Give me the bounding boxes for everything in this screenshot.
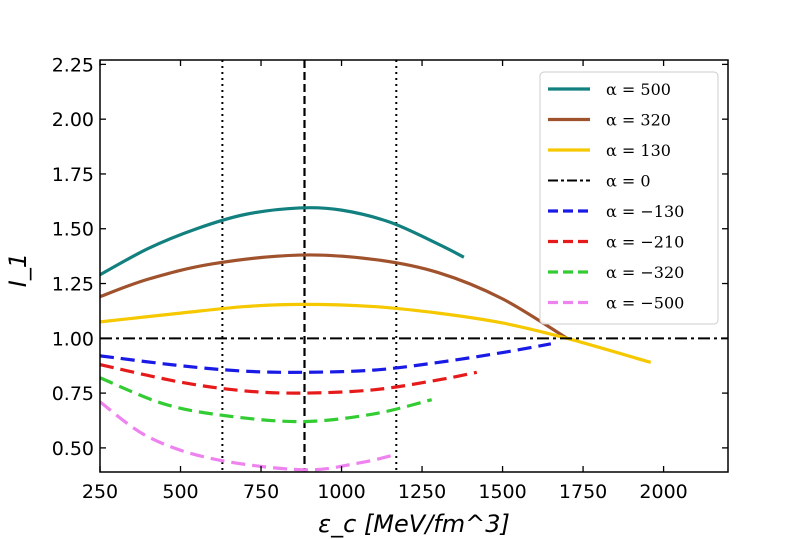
y-tick-label-2: 1.00 — [52, 328, 94, 350]
series-line-2 — [100, 302, 652, 364]
x-tick-label-5: 1500 — [478, 481, 526, 503]
x-tick-label-1: 500 — [162, 481, 198, 503]
legend-label-7: α = −500 — [606, 294, 684, 313]
y-axis-label-main: I_1 — [4, 253, 32, 287]
x-axis-label-main: ε_c [MeV/fm^3] — [318, 510, 510, 538]
series-line-6 — [100, 376, 433, 424]
legend-label-5: α = −210 — [606, 233, 684, 252]
y-axis-label: I_1 — [4, 253, 32, 287]
legend: α = 500 α = 320 α = 130 α = 0 α = −130 α = −2… — [539, 71, 719, 325]
axes-frame — [99, 59, 729, 473]
series-line-0 — [100, 206, 465, 277]
legend-label-2: α = 130 — [606, 141, 671, 160]
x-tick-label-4: 1250 — [398, 481, 446, 503]
legend-label-0: α = 500 — [606, 80, 671, 99]
y-tick-label-0: 0.50 — [52, 438, 94, 460]
y-tick-label-6: 2.00 — [52, 109, 94, 131]
legend-label-1: α = 320 — [606, 111, 671, 130]
x-tick-label-7: 2000 — [639, 481, 687, 503]
series-line-4 — [100, 342, 552, 374]
legend-label-6: α = −320 — [606, 263, 684, 282]
legend-label-4: α = −130 — [606, 202, 684, 221]
x-tick-label-6: 1750 — [559, 481, 607, 503]
legend-label-3: α = 0 — [606, 172, 651, 191]
x-axis-label: ε_c [MeV/fm^3] — [318, 510, 510, 538]
series-line-1 — [100, 253, 568, 340]
series-line-5 — [100, 363, 478, 395]
x-tick-label-0: 250 — [82, 481, 118, 503]
y-tick-label-7: 2.25 — [52, 54, 94, 76]
y-tick-label-5: 1.75 — [52, 164, 94, 186]
series-line-7 — [100, 400, 397, 472]
y-tick-label-1: 0.75 — [52, 383, 94, 405]
y-tick-label-3: 1.25 — [52, 274, 94, 296]
x-tick-label-3: 1000 — [317, 481, 365, 503]
y-tick-label-4: 1.50 — [52, 219, 94, 241]
x-tick-label-2: 750 — [243, 481, 279, 503]
legend-box — [539, 71, 719, 325]
